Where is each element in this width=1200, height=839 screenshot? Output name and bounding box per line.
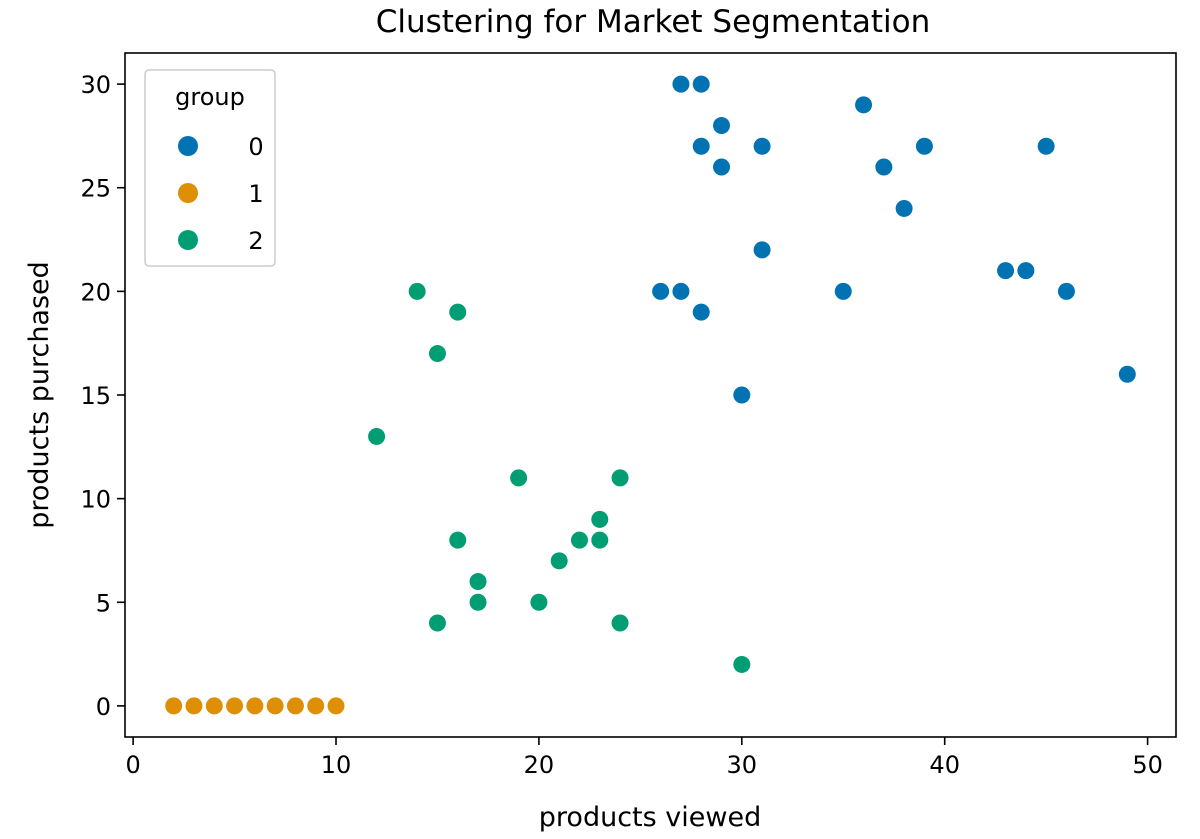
data-point — [165, 697, 183, 715]
legend-title: group — [175, 83, 245, 111]
y-axis-label: products purchased — [24, 261, 55, 529]
chart-title: Clustering for Market Segmentation — [376, 4, 931, 40]
data-point — [875, 158, 893, 176]
y-tick-label: 25 — [80, 175, 111, 203]
data-point — [226, 697, 244, 715]
data-point — [997, 262, 1015, 280]
data-point — [713, 158, 731, 176]
legend-label: 1 — [248, 180, 263, 208]
data-point — [510, 469, 528, 487]
x-tick-label: 30 — [727, 751, 758, 779]
data-point — [428, 345, 446, 363]
y-tick-label: 15 — [80, 382, 111, 410]
x-tick-label: 10 — [321, 751, 352, 779]
y-tick-label: 20 — [80, 278, 111, 306]
data-point — [834, 282, 852, 300]
data-point — [408, 282, 426, 300]
axes-frame — [124, 52, 1177, 738]
data-point — [733, 655, 751, 673]
legend-label: 0 — [248, 133, 263, 161]
series-2-points — [368, 282, 751, 673]
y-tick-label: 10 — [80, 486, 111, 514]
data-point — [449, 303, 467, 321]
data-point — [915, 137, 933, 155]
series-0-points — [652, 75, 1136, 404]
y-tick-label: 30 — [80, 71, 111, 99]
data-point — [692, 75, 710, 93]
data-point — [469, 593, 487, 611]
data-point — [753, 137, 771, 155]
data-point — [469, 573, 487, 591]
legend-frame — [144, 69, 276, 267]
data-point — [611, 469, 629, 487]
data-point — [672, 75, 690, 93]
legend-marker — [178, 230, 198, 250]
data-point — [428, 614, 446, 632]
data-point — [449, 531, 467, 549]
data-point — [368, 427, 386, 445]
data-point — [570, 531, 588, 549]
data-point — [205, 697, 223, 715]
data-point — [733, 386, 751, 404]
data-point — [591, 510, 609, 528]
legend-label: 2 — [248, 227, 263, 255]
data-point — [530, 593, 548, 611]
data-point — [753, 241, 771, 259]
legend-entries: 0 1 2 — [178, 133, 264, 255]
data-point — [672, 282, 690, 300]
data-point — [652, 282, 670, 300]
data-point — [327, 697, 345, 715]
y-tick-label: 5 — [96, 589, 111, 617]
y-tick-label: 0 — [96, 693, 111, 721]
legend-marker — [178, 183, 198, 203]
x-tick-label: 20 — [524, 751, 555, 779]
data-point — [591, 531, 609, 549]
x-tick-label: 0 — [125, 751, 140, 779]
data-point — [692, 137, 710, 155]
x-tick-label: 40 — [929, 751, 960, 779]
data-point — [611, 614, 629, 632]
data-point — [266, 697, 284, 715]
data-points — [165, 75, 1136, 715]
data-point — [246, 697, 264, 715]
data-point — [185, 697, 203, 715]
data-point — [1057, 282, 1075, 300]
x-axis-label: products viewed — [539, 802, 761, 833]
data-point — [550, 552, 568, 570]
legend-marker — [178, 136, 198, 156]
series-1-points — [165, 697, 345, 715]
data-point — [1037, 137, 1055, 155]
data-point — [286, 697, 304, 715]
data-point — [895, 199, 913, 217]
data-point — [855, 96, 873, 114]
x-tick-label: 50 — [1132, 751, 1163, 779]
data-point — [1017, 262, 1035, 280]
data-point — [307, 697, 325, 715]
data-point — [692, 303, 710, 321]
data-point — [1118, 365, 1136, 383]
legend: group 0 1 2 — [144, 69, 276, 267]
data-point — [713, 117, 731, 135]
